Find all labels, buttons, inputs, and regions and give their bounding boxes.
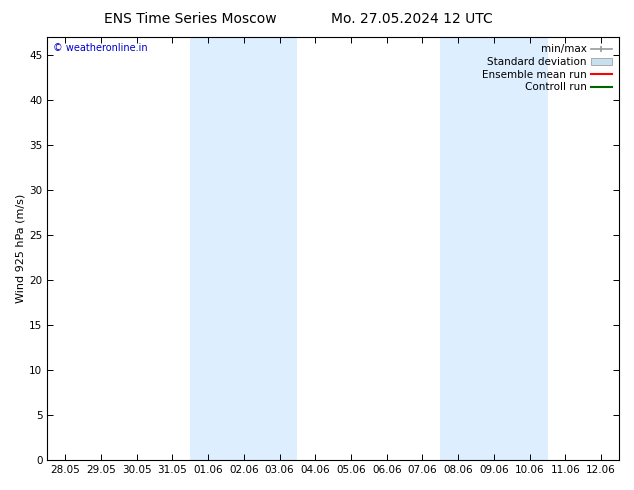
Text: Mo. 27.05.2024 12 UTC: Mo. 27.05.2024 12 UTC	[331, 12, 493, 26]
Legend: min/max, Standard deviation, Ensemble mean run, Controll run: min/max, Standard deviation, Ensemble me…	[480, 42, 614, 94]
Text: ENS Time Series Moscow: ENS Time Series Moscow	[104, 12, 276, 26]
Y-axis label: Wind 925 hPa (m/s): Wind 925 hPa (m/s)	[15, 194, 25, 303]
Text: © weatheronline.in: © weatheronline.in	[53, 44, 148, 53]
Bar	[190, 37, 297, 460]
Bar	[441, 37, 548, 460]
